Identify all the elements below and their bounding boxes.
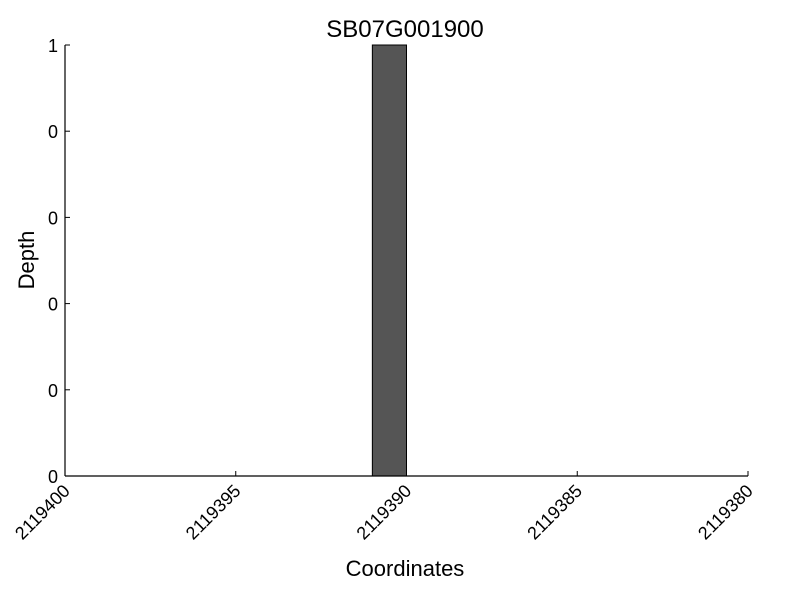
x-tick-label-1: 2119395 [182,481,245,544]
x-tick-label-4: 2119380 [694,481,757,544]
x-tick-label-3: 2119385 [523,481,586,544]
bar-0 [371,44,408,477]
x-tick-label-2: 2119390 [353,481,416,544]
y-tick-label-3: 0 [48,208,58,228]
y-tick-label-2: 0 [48,295,58,315]
x-tick-label-0: 2119400 [11,481,74,544]
y-axis-label: Depth [14,231,39,290]
y-tick-label-4: 0 [48,122,58,142]
y-tick-label-5: 1 [48,36,58,56]
y-tick-label-0: 0 [48,467,58,487]
x-axis-label: Coordinates [346,556,465,581]
chart-title: SB07G001900 [326,16,483,43]
y-tick-label-1: 0 [48,381,58,401]
